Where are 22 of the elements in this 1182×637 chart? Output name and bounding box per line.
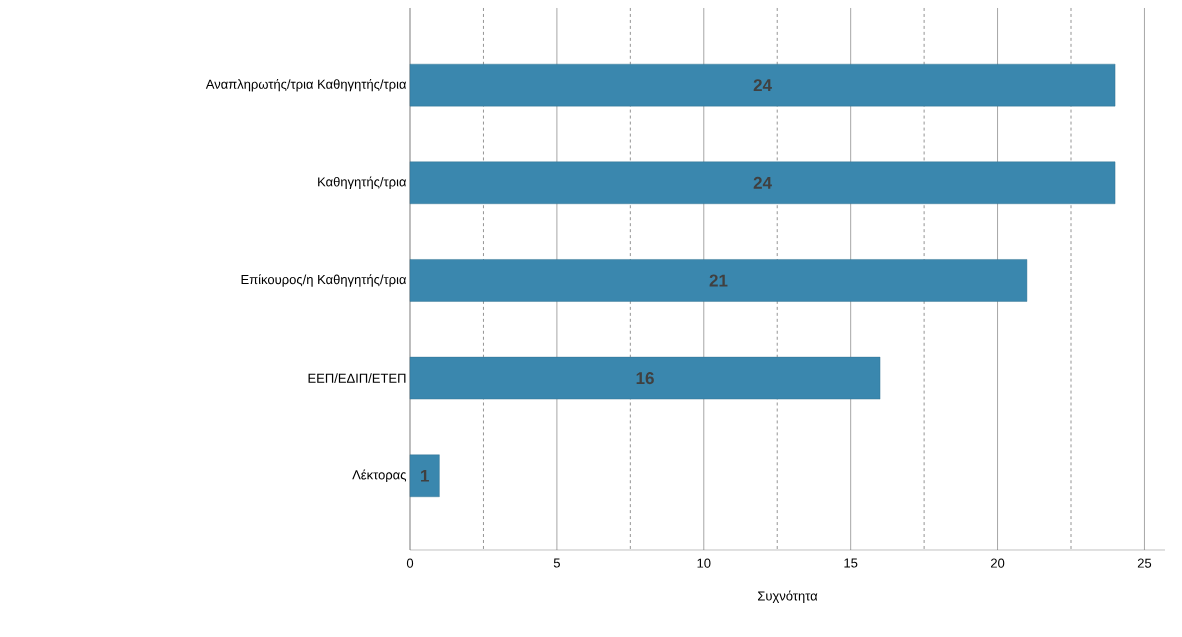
bar (409, 63, 1116, 107)
y-tick-label: Επίκουρος/η Καθηγητής/τρια (241, 274, 407, 287)
bar (409, 259, 1028, 302)
data-label: 24 (753, 79, 772, 92)
bar (409, 454, 440, 497)
x-tick-label: 25 (1137, 558, 1152, 568)
y-tick-label: Λέκτορας (352, 469, 407, 483)
data-label: 16 (636, 372, 654, 385)
data-label: 1 (421, 469, 429, 482)
y-tick-label: ΕΕΠ/ΕΔΙΠ/ΕΤΕΠ (308, 373, 406, 383)
data-label: 24 (753, 176, 772, 189)
x-tick-label: 15 (844, 558, 858, 568)
x-tick-label: 0 (406, 558, 414, 568)
x-axis-title: Συχνότητα (758, 590, 818, 604)
x-tick-label: 10 (697, 558, 711, 568)
bar (409, 161, 1116, 204)
data-label: 21 (709, 274, 728, 287)
y-tick-label: Αναπληρωτής/τρια Καθηγητής/τρια (205, 78, 407, 92)
bar (409, 356, 881, 400)
y-tick-label: Καθηγητής/τρια (318, 176, 407, 190)
x-tick-label: 5 (553, 558, 560, 568)
x-tick-label: 20 (990, 558, 1005, 568)
